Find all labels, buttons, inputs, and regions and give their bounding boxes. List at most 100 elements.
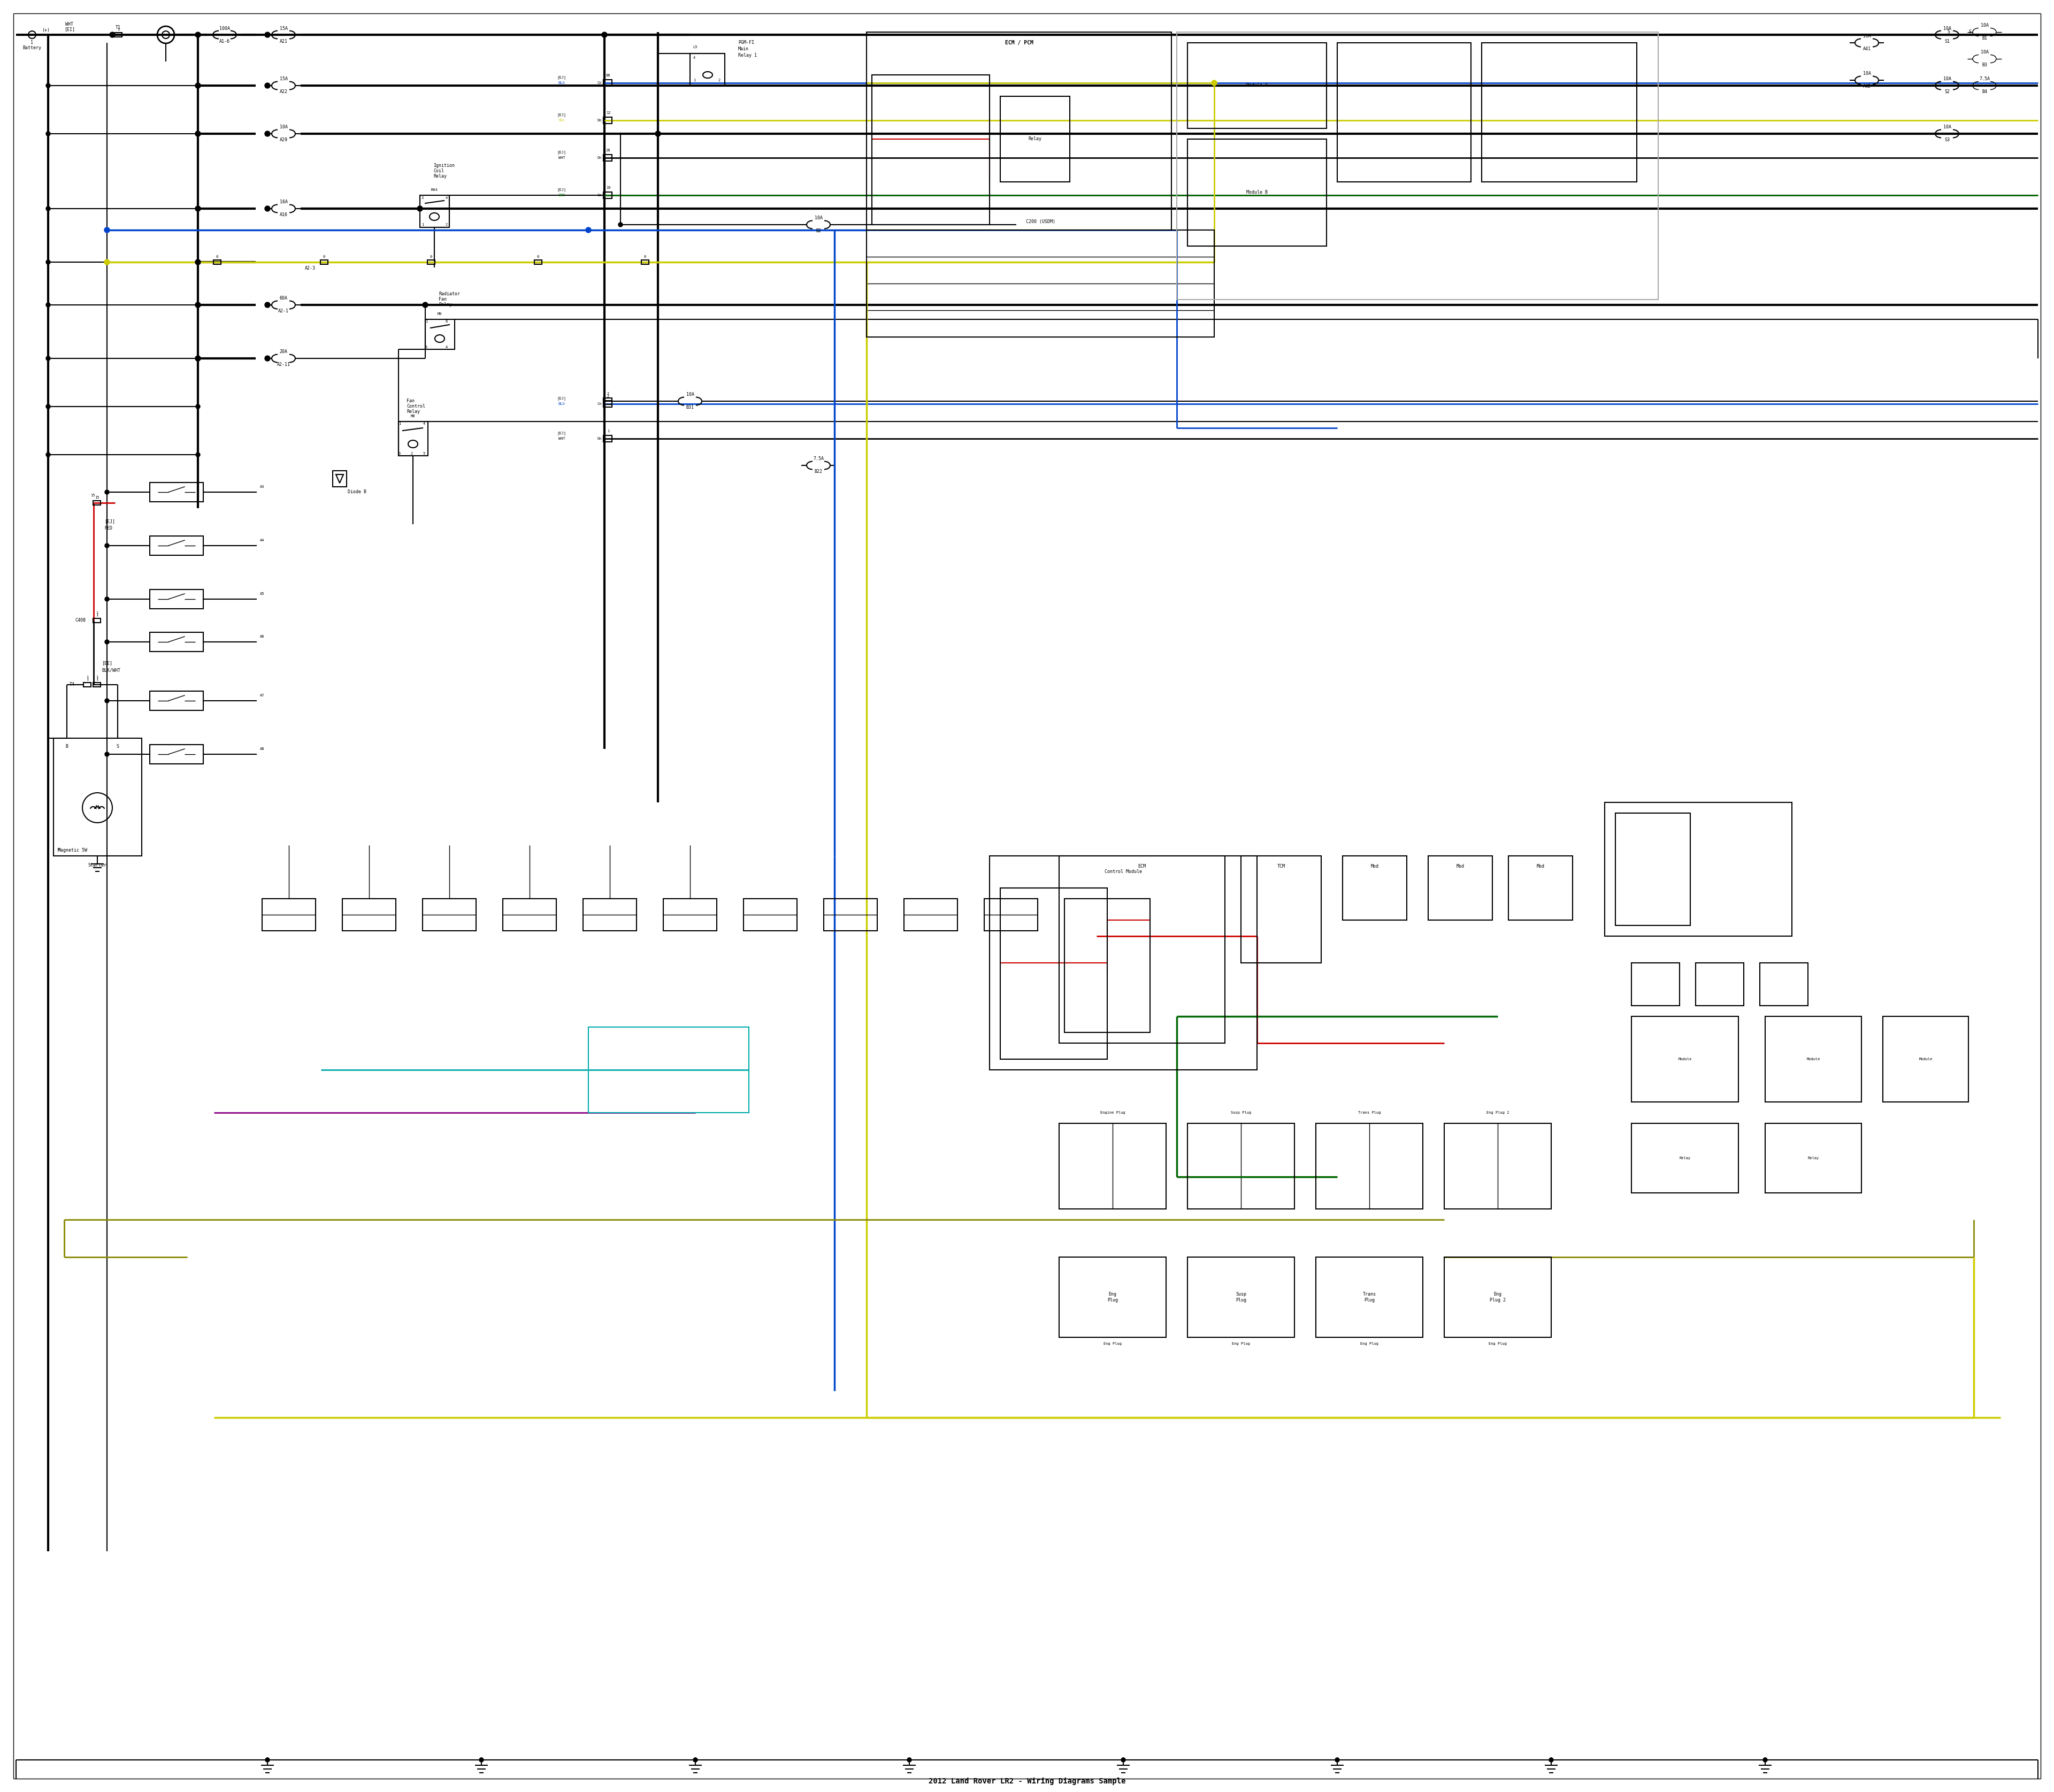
Text: [EJ]: [EJ] xyxy=(557,75,567,79)
Text: S: S xyxy=(117,744,119,749)
Circle shape xyxy=(195,453,199,457)
Text: 10A: 10A xyxy=(1943,77,1951,82)
Text: Radiator: Radiator xyxy=(440,292,460,297)
Text: Relay: Relay xyxy=(1808,1156,1820,1159)
Text: A2-1: A2-1 xyxy=(277,308,290,314)
Text: Eng Plug: Eng Plug xyxy=(1489,1342,1508,1346)
Text: 10A: 10A xyxy=(813,215,822,220)
Circle shape xyxy=(195,303,199,306)
Text: BLK/WHT: BLK/WHT xyxy=(101,668,121,672)
Text: 4: 4 xyxy=(692,56,696,59)
Bar xyxy=(604,79,612,86)
Circle shape xyxy=(105,640,109,643)
Circle shape xyxy=(105,699,109,702)
Text: Eng Plug: Eng Plug xyxy=(1360,1342,1378,1346)
Text: Relay 1: Relay 1 xyxy=(737,54,756,57)
Text: Susp Plug: Susp Plug xyxy=(1230,1111,1251,1115)
Bar xyxy=(604,435,612,443)
Text: T4: T4 xyxy=(70,683,74,686)
Text: M: M xyxy=(58,848,60,853)
Text: RED: RED xyxy=(105,527,113,530)
Text: Fan: Fan xyxy=(440,297,446,303)
Bar xyxy=(1064,898,1150,1032)
Text: Cn: Cn xyxy=(598,81,602,84)
Circle shape xyxy=(1762,1758,1766,1762)
Circle shape xyxy=(265,131,271,136)
Text: 1: 1 xyxy=(86,677,88,681)
Text: 1: 1 xyxy=(425,321,427,323)
Bar xyxy=(1764,1124,1861,1193)
Text: BLU: BLU xyxy=(559,81,565,84)
Text: Magnetic 5W: Magnetic 5W xyxy=(58,848,86,853)
Text: 4: 4 xyxy=(446,197,448,199)
Circle shape xyxy=(45,84,49,88)
Text: 2: 2 xyxy=(719,79,721,82)
Bar xyxy=(1241,857,1321,962)
Bar xyxy=(1060,1256,1167,1337)
Text: BLU: BLU xyxy=(559,401,565,405)
Bar xyxy=(1177,32,1658,299)
Circle shape xyxy=(45,260,49,263)
Circle shape xyxy=(45,206,49,211)
Bar xyxy=(587,1027,750,1113)
Bar xyxy=(583,898,637,930)
Text: S3: S3 xyxy=(1945,138,1949,143)
Text: 12: 12 xyxy=(606,111,610,115)
Text: S1: S1 xyxy=(1945,39,1949,43)
Text: Control Module: Control Module xyxy=(1105,869,1142,874)
Text: Module: Module xyxy=(1678,1057,1692,1061)
Bar xyxy=(1187,1124,1294,1210)
Circle shape xyxy=(195,131,201,136)
Text: Battery: Battery xyxy=(23,45,41,50)
Text: GRN: GRN xyxy=(559,194,565,197)
Text: B1: B1 xyxy=(1982,36,1986,41)
Text: 60A: 60A xyxy=(279,296,288,301)
Text: 7.5A: 7.5A xyxy=(813,457,824,461)
Text: 0: 0 xyxy=(536,254,540,258)
Circle shape xyxy=(1212,81,1216,86)
Text: Trans
Plug: Trans Plug xyxy=(1362,1292,1376,1303)
Text: 19: 19 xyxy=(606,186,610,190)
Bar xyxy=(425,319,454,349)
Text: [EJ]: [EJ] xyxy=(557,151,567,154)
Circle shape xyxy=(417,206,423,211)
Text: M8: M8 xyxy=(411,414,415,418)
Circle shape xyxy=(479,1758,483,1762)
Bar xyxy=(214,260,222,263)
Circle shape xyxy=(195,131,199,136)
Bar xyxy=(53,738,142,857)
Bar xyxy=(115,32,121,38)
Text: M9: M9 xyxy=(438,312,442,315)
Bar xyxy=(871,75,990,224)
Text: 1: 1 xyxy=(421,222,423,226)
Text: A29: A29 xyxy=(279,138,288,143)
Text: A42: A42 xyxy=(1863,84,1871,90)
Text: Eng
Plug 2: Eng Plug 2 xyxy=(1489,1292,1506,1303)
Circle shape xyxy=(105,597,109,602)
Text: 1: 1 xyxy=(117,29,119,30)
Text: A8: A8 xyxy=(259,747,265,751)
Text: 16A: 16A xyxy=(279,199,288,204)
Text: [EI]: [EI] xyxy=(64,27,74,32)
Text: Dn: Dn xyxy=(598,118,602,122)
Circle shape xyxy=(602,32,608,38)
Circle shape xyxy=(195,82,201,88)
Text: 1: 1 xyxy=(97,676,99,679)
Text: Module A: Module A xyxy=(1247,82,1267,88)
Bar xyxy=(150,482,203,502)
Text: 0: 0 xyxy=(645,254,647,258)
Text: Diode B: Diode B xyxy=(347,489,366,495)
Text: 28: 28 xyxy=(606,149,610,152)
Text: S2: S2 xyxy=(1945,90,1949,95)
Text: 2: 2 xyxy=(608,392,610,396)
Text: YEL: YEL xyxy=(559,118,565,122)
Text: B3: B3 xyxy=(1982,63,1986,68)
Text: 5: 5 xyxy=(423,452,425,455)
Text: 1: 1 xyxy=(86,676,88,679)
Text: 2: 2 xyxy=(446,222,448,226)
Text: 10A: 10A xyxy=(686,392,694,398)
Text: 3: 3 xyxy=(398,452,401,455)
Bar xyxy=(333,471,347,487)
Text: A4: A4 xyxy=(259,539,265,541)
Bar xyxy=(150,590,203,609)
